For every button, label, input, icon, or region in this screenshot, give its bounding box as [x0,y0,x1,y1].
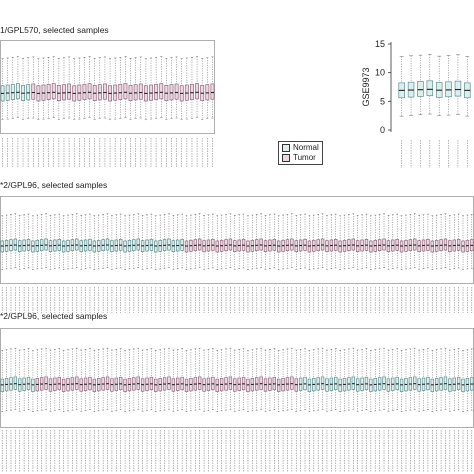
box-tumor [123,83,128,100]
box-normal [454,80,462,97]
box-tumor [259,376,263,390]
y-tick-label: 5 [380,96,385,106]
box-tumor [154,83,159,100]
box-tumor [103,83,107,100]
panel-1-frame [0,40,215,134]
box-tumor [290,376,294,390]
box-tumor [46,83,51,100]
box-tumor [31,83,36,100]
y-tick-label: 15 [375,39,385,49]
box-normal [382,376,386,390]
box-tumor [154,378,158,392]
panel-4-title: *2/GPL96, selected samples [0,311,108,321]
legend-label-tumor: Tumor [293,153,316,162]
box-normal [426,80,434,97]
box-tumor [133,84,138,101]
legend-item-normal: Normal [282,143,319,153]
box-normal [351,376,356,390]
box-normal [430,378,435,392]
box-tumor [87,83,92,100]
box-tumor [136,376,140,390]
box-normal [13,376,18,390]
box-tumor [105,376,110,390]
box-normal [320,376,325,390]
box-tumor [61,378,66,392]
box-normal [369,378,373,392]
panel-3-title: *2/GPL96, selected samples [0,180,108,190]
box-tumor [228,376,233,390]
box-tumor [138,83,143,100]
box-tumor [276,378,281,392]
box-tumor [92,378,97,392]
box-tumor [82,83,87,100]
box-tumor [51,83,56,100]
box-tumor [62,84,66,101]
box-tumor [75,376,79,390]
box-normal [10,83,15,100]
legend-item-tumor: Tumor [282,153,319,163]
y-tick-label: 10 [375,68,385,78]
box-normal [413,376,417,390]
box-normal [445,81,452,98]
box-tumor [184,378,189,392]
panel-1-title: 1/GPL570, selected samples [0,25,109,35]
box-tumor [118,83,123,100]
box-tumor [246,378,250,392]
box-tumor [123,378,127,392]
legend-swatch-tumor [282,154,290,162]
y-axis-label: GSE9973 [361,67,371,106]
box-tumor [215,378,219,392]
box-tumor [159,83,164,100]
box-normal [26,84,31,101]
box-normal [443,376,448,390]
box-tumor [67,83,72,100]
box-normal [399,378,404,392]
box-normal [417,81,424,97]
box-normal [338,378,342,392]
box-tumor [167,376,171,390]
legend-swatch-normal [282,144,290,152]
legend-label-normal: Normal [293,143,319,152]
box-tumor [205,84,210,101]
box-tumor [169,84,174,101]
box-normal [461,378,465,392]
box-tumor [195,83,200,100]
box-normal [0,378,4,392]
box-tumor [44,376,48,390]
y-tick-label: 0 [380,125,385,135]
box-tumor [210,83,215,100]
box-tumor [190,83,194,100]
box-tumor [197,376,202,390]
legend: Normal Tumor [278,141,323,165]
box-normal [307,378,312,392]
box-normal [15,83,20,100]
box-tumor [97,84,102,101]
box-tumor [174,83,179,100]
box-normal [31,378,35,392]
